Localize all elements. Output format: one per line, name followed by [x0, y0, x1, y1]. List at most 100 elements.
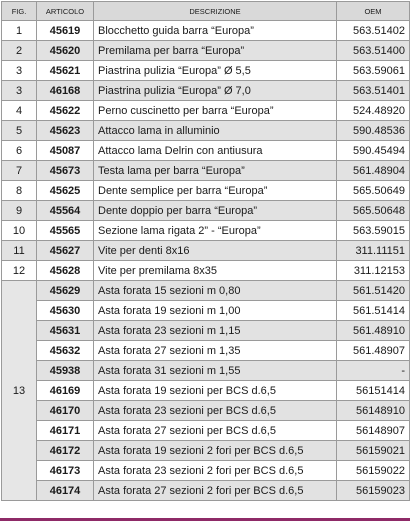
header-descrizione: DESCRIZIONE	[93, 1, 337, 21]
articolo-cell: 45622	[36, 100, 94, 121]
articolo-cell: 46174	[36, 480, 94, 501]
table-row: 6 45087 Attacco lama Delrin con antiusura 5…	[1, 140, 410, 161]
table-row: 46169 Asta forata 19 sezioni per BCS d.6,…	[2, 380, 410, 401]
descrizione-cell: Dente semplice per barra “Europa”	[93, 180, 337, 201]
fig-cell: 10	[1, 220, 37, 241]
oem-cell: 311.12153	[336, 260, 410, 281]
fig-cell: 4	[1, 100, 37, 121]
articolo-cell: 45629	[36, 280, 94, 301]
table-row: 3 45621 Piastrina pulizia “Europa” Ø 5,5 56…	[1, 60, 410, 81]
descrizione-cell: Asta forata 19 sezioni 2 fori per BCS d.…	[93, 440, 337, 461]
table-row: 5 45623 Attacco lama in alluminio 590.48536	[1, 120, 410, 141]
table-row: 45938 Asta forata 31 sezioni m 1,55-	[2, 360, 410, 381]
oem-cell: 565.50649	[336, 180, 410, 201]
table-row: 46174 Asta forata 27 sezioni 2 fori per B…	[2, 480, 410, 501]
oem-cell: 563.51400	[336, 40, 410, 61]
table-row: 45632 Asta forata 27 sezioni m 1,35 561.48…	[2, 340, 410, 361]
fig-cell: 2	[1, 40, 37, 61]
articolo-cell: 45627	[36, 240, 94, 261]
fig-cell: 9	[1, 200, 37, 221]
articolo-cell: 45564	[36, 200, 94, 221]
articolo-cell: 45619	[36, 20, 94, 41]
table-row: 45630 Asta forata 19 sezioni m 1,00 561.51…	[2, 300, 410, 321]
fig-cell: 1	[1, 20, 37, 41]
articolo-cell: 46172	[36, 440, 94, 461]
table-row: 46173 Asta forata 23 sezioni 2 fori per B…	[2, 460, 410, 481]
articolo-cell: 45620	[36, 40, 94, 61]
table-row: 12 45628 Vite per premilama 8x35 311.12153	[1, 260, 410, 281]
descrizione-cell: Asta forata 27 sezioni 2 fori per BCS d.…	[93, 480, 337, 501]
footer-bar	[0, 518, 410, 521]
articolo-cell: 45631	[36, 320, 94, 341]
descrizione-cell: Asta forata 23 sezioni 2 fori per BCS d.…	[93, 460, 337, 481]
articolo-cell: 45625	[36, 180, 94, 201]
oem-cell: 561.48907	[336, 340, 410, 361]
table-row: 45631 Asta forata 23 sezioni m 1,15 561.48…	[2, 320, 410, 341]
descrizione-cell: Asta forata 31 sezioni m 1,55	[93, 360, 337, 381]
oem-cell: 590.48536	[336, 120, 410, 141]
descrizione-cell: Asta forata 19 sezioni per BCS d.6,5	[93, 380, 337, 401]
oem-cell: 56151414	[336, 380, 410, 401]
descrizione-cell: Asta forata 27 sezioni per BCS d.6,5	[93, 420, 337, 441]
descrizione-cell: Asta forata 19 sezioni m 1,00	[93, 300, 337, 321]
descrizione-cell: Perno cuscinetto per barra “Europa”	[93, 100, 337, 121]
articolo-cell: 45087	[36, 140, 94, 161]
header-oem: OEM	[336, 1, 410, 21]
descrizione-cell: Vite per denti 8x16	[93, 240, 337, 261]
fig-cell: 7	[1, 160, 37, 181]
header-articolo: ARTICOLO	[36, 1, 94, 21]
table-row: 8 45625 Dente semplice per barra “Europa” 5…	[1, 180, 410, 201]
descrizione-cell: Piastrina pulizia “Europa” Ø 5,5	[93, 60, 337, 81]
descrizione-cell: Attacco lama in alluminio	[93, 120, 337, 141]
oem-cell: 590.45494	[336, 140, 410, 161]
fig-cell: 8	[1, 180, 37, 201]
oem-cell: 56148910	[336, 400, 410, 421]
table-row: 9 45564 Dente doppio per barra “Europa” 565…	[1, 200, 410, 221]
oem-cell: 56159021	[336, 440, 410, 461]
oem-cell: 561.51414	[336, 300, 410, 321]
fig-cell: 6	[1, 140, 37, 161]
table-row: 1 45619 Blocchetto guida barra “Europa” 563…	[1, 20, 410, 41]
oem-cell: 56159023	[336, 480, 410, 501]
oem-cell: 56148907	[336, 420, 410, 441]
oem-cell: 565.50648	[336, 200, 410, 221]
descrizione-cell: Testa lama per barra “Europa”	[93, 160, 337, 181]
fig-cell: 12	[1, 260, 37, 281]
table-row: 13 45629 Asta forata 15 sezioni m 0,80 561.…	[1, 280, 410, 501]
table-row: 4 45622 Perno cuscinetto per barra “Europa…	[1, 100, 410, 121]
articolo-cell: 46169	[36, 380, 94, 401]
oem-cell: 311.11151	[336, 240, 410, 261]
fig-cell: 5	[1, 120, 37, 141]
oem-cell: 563.51401	[336, 80, 410, 101]
table-row: 2 45620 Premilama per barra “Europa” 563.51…	[1, 40, 410, 61]
parts-table-wrap: FIG. ARTICOLO DESCRIZIONE OEM 1 45619 Bloc…	[1, 1, 410, 501]
oem-cell: 561.48910	[336, 320, 410, 341]
articolo-cell: 46171	[36, 420, 94, 441]
descrizione-cell: Asta forata 23 sezioni per BCS d.6,5	[93, 400, 337, 421]
descrizione-cell: Piastrina pulizia “Europa” Ø 7,0	[93, 80, 337, 101]
fig-cell: 3	[1, 60, 37, 81]
oem-cell: 563.59061	[336, 60, 410, 81]
table-row: 46170 Asta forata 23 sezioni per BCS d.6,…	[2, 400, 410, 421]
articolo-cell: 45623	[36, 120, 94, 141]
descrizione-cell: Sezione lama rigata 2” - “Europa”	[93, 220, 337, 241]
table-row: 46171 Asta forata 27 sezioni per BCS d.6,…	[2, 420, 410, 441]
oem-cell: 56159022	[336, 460, 410, 481]
articolo-cell: 45630	[36, 300, 94, 321]
oem-cell: 524.48920	[336, 100, 410, 121]
oem-cell: -	[336, 360, 410, 381]
articolo-cell: 46168	[36, 80, 94, 101]
oem-cell: 561.51420	[336, 280, 410, 301]
descrizione-cell: Vite per premilama 8x35	[93, 260, 337, 281]
articolo-cell: 46170	[36, 400, 94, 421]
header-fig: FIG.	[1, 1, 37, 21]
oem-cell: 563.51402	[336, 20, 410, 41]
descrizione-cell: Blocchetto guida barra “Europa”	[93, 20, 337, 41]
articolo-cell: 45565	[36, 220, 94, 241]
table-row: 11 45627 Vite per denti 8x16 311.11151	[1, 240, 410, 261]
articolo-cell: 45621	[36, 60, 94, 81]
table-row: 7 45673 Testa lama per barra “Europa” 561.4…	[1, 160, 410, 181]
oem-cell: 561.48904	[336, 160, 410, 181]
table-row: 3 46168 Piastrina pulizia “Europa” Ø 7,0 56…	[1, 80, 410, 101]
